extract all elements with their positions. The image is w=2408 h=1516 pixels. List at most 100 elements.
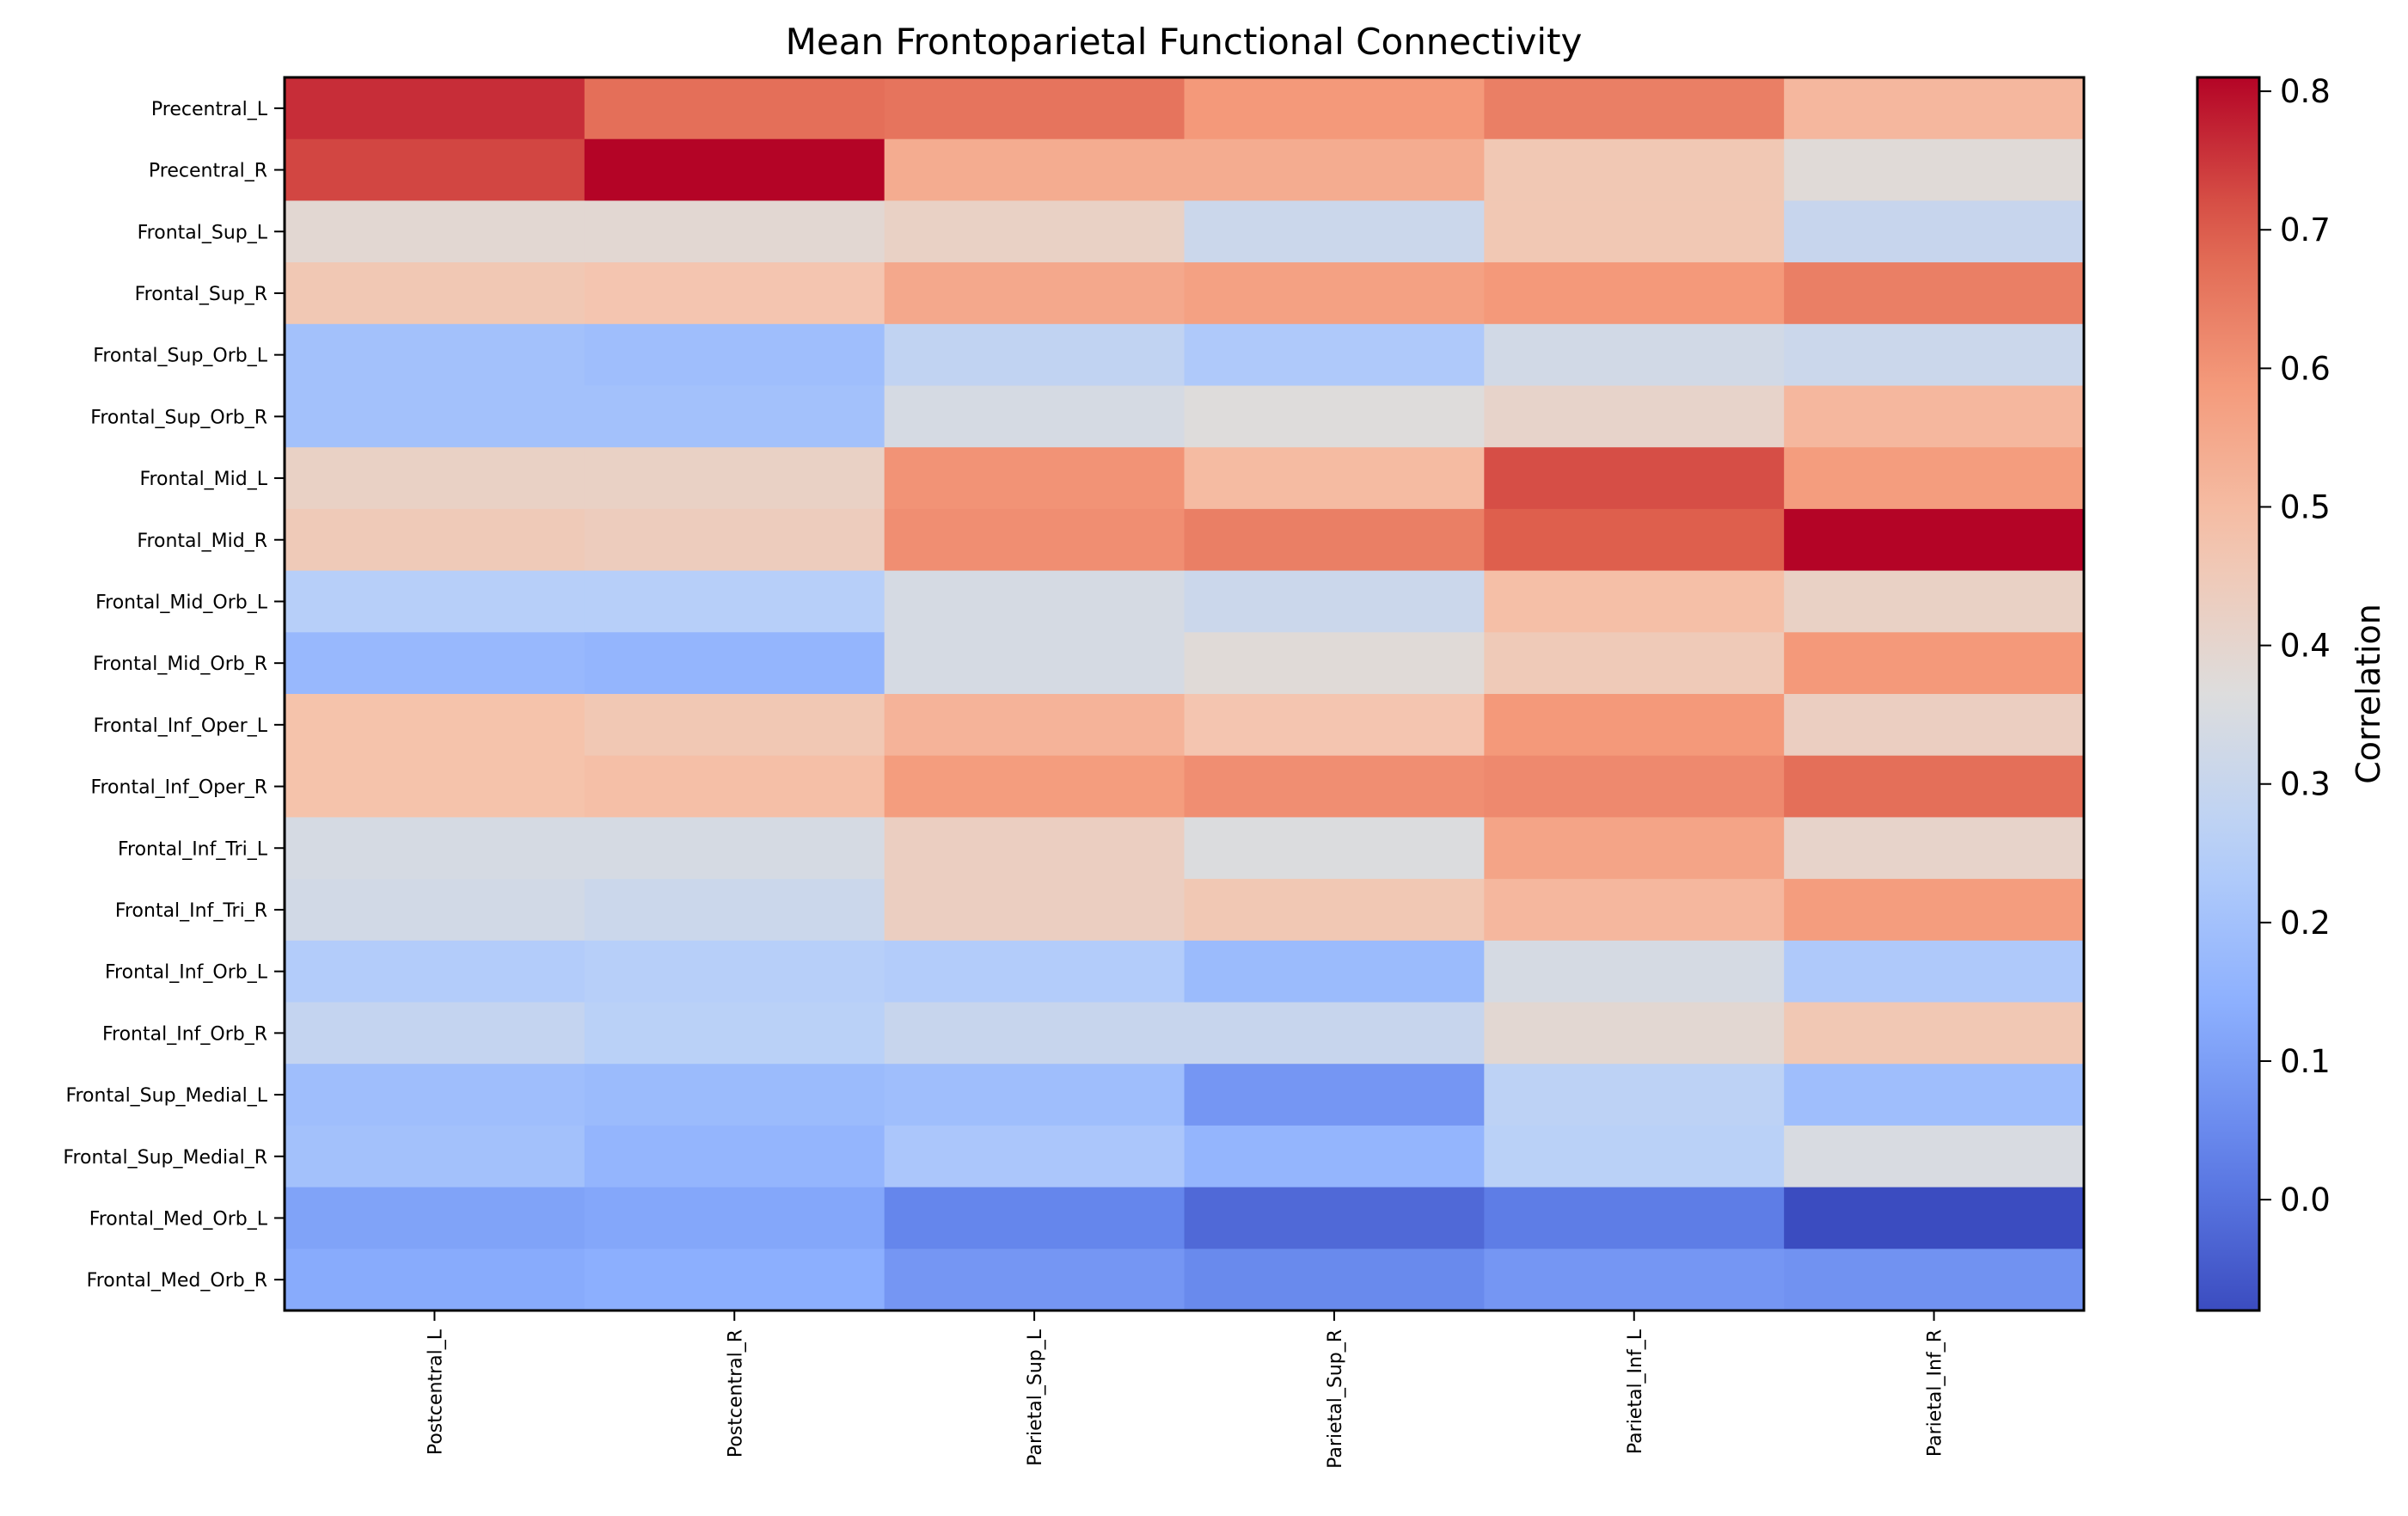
heatmap-cell <box>584 447 885 510</box>
heatmap-cell <box>1784 323 2085 387</box>
y-tick-label: Frontal_Mid_Orb_L <box>95 592 268 613</box>
heatmap-cell <box>285 508 585 572</box>
heatmap-cell <box>1484 1064 1785 1126</box>
heatmap-cell <box>1484 1002 1785 1065</box>
y-tick-label: Frontal_Inf_Oper_L <box>93 715 267 737</box>
heatmap-cell <box>1484 447 1785 510</box>
heatmap-cell <box>584 385 885 448</box>
heatmap-cell <box>1784 570 2085 633</box>
heatmap-cell <box>584 323 885 387</box>
heatmap-cell <box>1184 940 1485 1004</box>
heatmap-cell <box>1784 694 2085 757</box>
heatmap-cell <box>1784 755 2085 818</box>
heatmap-cell <box>285 632 585 695</box>
x-tick-label: Parietal_Inf_R <box>1925 1329 1946 1457</box>
y-tick-label: Frontal_Sup_Orb_L <box>93 346 267 367</box>
x-tick-label: Postcentral_L <box>425 1329 446 1455</box>
heatmap-cell <box>285 323 585 387</box>
heatmap-cell <box>884 694 1186 757</box>
heatmap-cell <box>1484 570 1785 633</box>
heatmap-cell <box>1484 1187 1785 1249</box>
heatmap-cell <box>1784 138 2085 201</box>
heatmap-cell <box>584 262 885 325</box>
heatmap-cell <box>584 508 885 572</box>
heatmap-cell <box>584 694 885 757</box>
heatmap-cell <box>1784 508 2085 572</box>
heatmap-cell <box>1184 508 1485 572</box>
heatmap-cell <box>285 940 585 1004</box>
colorbar <box>2196 76 2261 1312</box>
heatmap-cell <box>584 1064 885 1126</box>
x-tick-label: Parietal_Inf_L <box>1625 1329 1646 1454</box>
colorbar-ticks: 0.0 0.1 0.2 0.3 0.4 0.5 0.6 0.7 0.8 <box>2259 73 2331 1218</box>
heatmap-cell <box>884 1187 1186 1249</box>
heatmap-cell <box>1184 77 1485 140</box>
heatmap-cell <box>884 940 1186 1004</box>
colorbar-tick-label: 0.1 <box>2280 1043 2331 1080</box>
heatmap-cell <box>285 447 585 510</box>
heatmap-cell <box>884 879 1186 942</box>
heatmap-cell <box>1484 755 1785 818</box>
plot-frame <box>283 76 2086 1312</box>
heatmap-cell <box>584 1125 885 1188</box>
heatmap-cell <box>584 1249 885 1311</box>
heatmap-cell <box>1184 1249 1485 1311</box>
heatmap-cell <box>584 200 885 263</box>
colorbar-tick-label: 0.0 <box>2280 1181 2331 1218</box>
heatmap-cell <box>1484 508 1785 572</box>
heatmap-cell <box>285 1125 585 1188</box>
column-labels: Postcentral_L Postcentral_R Parietal_Sup_L… <box>425 1310 1946 1469</box>
heatmap-cell <box>1184 570 1485 633</box>
heatmap-cell <box>1484 1125 1785 1188</box>
heatmap-cell <box>1184 755 1485 818</box>
y-tick-label: Frontal_Inf_Oper_R <box>90 777 267 799</box>
heatmap-cell <box>1184 385 1485 448</box>
y-tick-label: Frontal_Sup_R <box>135 284 267 305</box>
heatmap-cell <box>884 138 1186 201</box>
heatmap-cell <box>1784 817 2085 880</box>
heatmap-cells <box>285 77 2085 1311</box>
heatmap-cell <box>1784 200 2085 263</box>
heatmap-cell <box>884 323 1186 387</box>
heatmap-cell <box>1484 323 1785 387</box>
heatmap-cell <box>1484 817 1785 880</box>
heatmap-cell <box>1484 879 1785 942</box>
heatmap-cell <box>584 570 885 633</box>
heatmap-cell <box>1484 138 1785 201</box>
heatmap-cell <box>1484 940 1785 1004</box>
heatmap-cell <box>1784 1249 2085 1311</box>
heatmap-cell <box>884 262 1186 325</box>
heatmap-cell <box>584 879 885 942</box>
colorbar-tick-label: 0.4 <box>2280 628 2331 665</box>
heatmap-cell <box>1484 262 1785 325</box>
heatmap-cell <box>285 1064 585 1126</box>
heatmap-cell <box>285 1002 585 1065</box>
colorbar-tick-label: 0.5 <box>2280 488 2331 525</box>
heatmap-cell <box>1784 1064 2085 1126</box>
heatmap-cell <box>884 755 1186 818</box>
heatmap-cell <box>1184 879 1485 942</box>
heatmap-cell <box>285 200 585 263</box>
heatmap-cell <box>1784 1187 2085 1249</box>
heatmap-cell <box>1184 817 1485 880</box>
heatmap-cell <box>1784 1125 2085 1188</box>
heatmap-cell <box>1784 77 2085 140</box>
heatmap-cell <box>1784 632 2085 695</box>
heatmap-cell <box>1184 262 1485 325</box>
heatmap-cell <box>584 77 885 140</box>
row-labels: Precentral_L Precentral_R Frontal_Sup_L Fro… <box>63 99 285 1292</box>
chart-title: Mean Frontoparietal Functional Connectiv… <box>786 21 1583 63</box>
heatmap-cell <box>1184 1125 1485 1188</box>
colorbar-tick-label: 0.8 <box>2280 73 2331 110</box>
heatmap-cell <box>884 817 1186 880</box>
heatmap-cell <box>1184 1064 1485 1126</box>
heatmap-cell <box>884 1064 1186 1126</box>
heatmap-cell <box>884 77 1186 140</box>
heatmap-cell <box>884 508 1186 572</box>
x-tick-label: Parietal_Sup_R <box>1325 1329 1346 1469</box>
heatmap-cell <box>584 755 885 818</box>
heatmap-cell <box>285 1187 585 1249</box>
colorbar-tick-label: 0.2 <box>2280 905 2331 942</box>
heatmap-cell <box>285 138 585 201</box>
heatmap-cell <box>1484 77 1785 140</box>
